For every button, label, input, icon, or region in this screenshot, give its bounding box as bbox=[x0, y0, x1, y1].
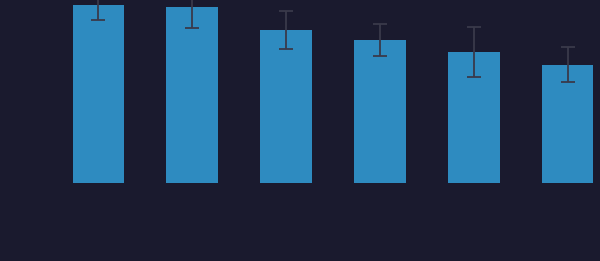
Bar bbox=[354, 40, 406, 183]
Bar bbox=[73, 5, 124, 183]
Bar bbox=[448, 52, 500, 183]
Bar bbox=[260, 30, 312, 183]
Bar bbox=[166, 7, 218, 183]
Bar bbox=[542, 65, 593, 183]
